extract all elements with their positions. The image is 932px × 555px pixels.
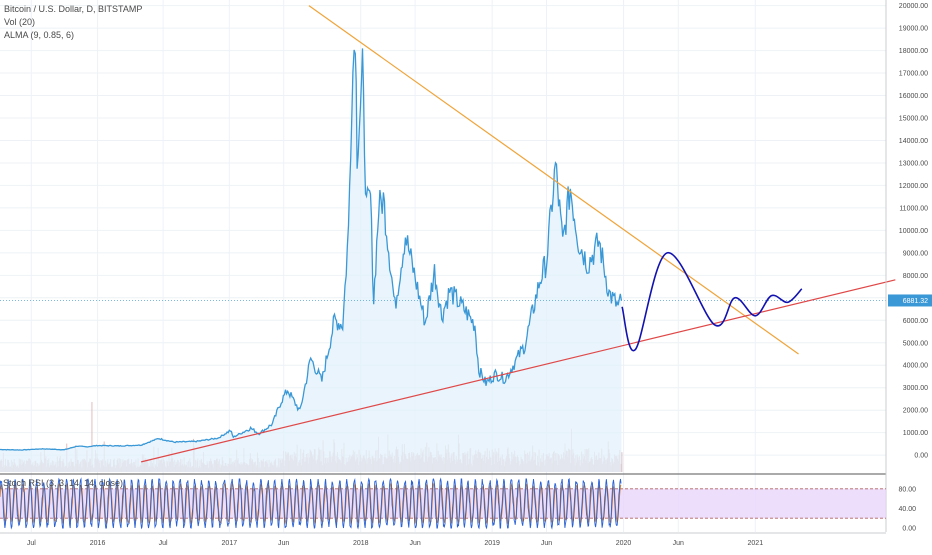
oscillator-axis-label: 0.00 <box>902 526 916 533</box>
projection-path <box>621 252 803 352</box>
price-axis-label: 13000.00 <box>899 160 928 167</box>
time-axis-label: 2019 <box>484 540 500 547</box>
price-axis-label: 6000.00 <box>903 318 928 325</box>
oscillator-axis-label: 80.00 <box>898 486 916 493</box>
volume-bar <box>91 402 93 472</box>
resistance-trendline <box>308 5 799 355</box>
price-axis-label: 0.00 <box>914 453 928 460</box>
support-trendline <box>140 279 896 463</box>
time-axis-label: Jul <box>27 540 36 547</box>
legend-volume[interactable]: Vol (20) <box>4 17 36 27</box>
current-price-badge <box>888 294 932 307</box>
legend-alma[interactable]: ALMA (9, 0.85, 6) <box>4 30 75 40</box>
time-axis-label: Jun <box>278 540 289 547</box>
price-axis-label: 3000.00 <box>903 385 928 392</box>
oscillator-axis-label: 40.00 <box>898 506 916 513</box>
legend-symbol[interactable]: Bitcoin / U.S. Dollar, D, BITSTAMP <box>4 4 143 14</box>
price-axis-label: 5000.00 <box>903 340 928 347</box>
price-axis-label: 11000.00 <box>899 205 928 212</box>
time-axis-label: 2016 <box>90 540 106 547</box>
volume-bar <box>621 452 623 472</box>
price-axis-label: 10000.00 <box>899 228 928 235</box>
grid-lines <box>0 0 886 532</box>
price-axis-label: 20000.00 <box>899 3 928 10</box>
time-axis-label: 2021 <box>748 540 764 547</box>
price-axis-label: 14000.00 <box>899 138 928 145</box>
time-axis-label: Jun <box>409 540 420 547</box>
time-axis-label: 2020 <box>616 540 632 547</box>
oscillator-label[interactable]: Stoch RSI (3, 3, 14, 14, close) <box>3 478 124 488</box>
price-axis-label: 16000.00 <box>899 93 928 100</box>
price-axis-label: 17000.00 <box>899 71 928 78</box>
price-axis-label: 2000.00 <box>903 408 928 415</box>
price-axis-label: 18000.00 <box>899 48 928 55</box>
price-axis-label: 4000.00 <box>903 363 928 370</box>
price-line <box>0 48 623 451</box>
time-axis-label: 2018 <box>353 540 369 547</box>
price-axis-label: 8000.00 <box>903 273 928 280</box>
current-price-label: 6881.32 <box>903 298 928 305</box>
chart-legend: Bitcoin / U.S. Dollar, D, BITSTAMP Vol (… <box>4 3 142 42</box>
price-axis-label: 1000.00 <box>903 430 928 437</box>
time-axis-label: Jul <box>159 540 168 547</box>
time-axis-label: 2017 <box>222 540 238 547</box>
price-axis-label: 12000.00 <box>899 183 928 190</box>
price-axis-label: 9000.00 <box>903 250 928 257</box>
time-axis-label: Jun <box>673 540 684 547</box>
time-axis-label: Jun <box>541 540 552 547</box>
price-axis-label: 19000.00 <box>899 26 928 33</box>
price-area <box>0 48 622 473</box>
stoch-k-line <box>0 477 622 530</box>
price-axis-label: 15000.00 <box>899 116 928 123</box>
